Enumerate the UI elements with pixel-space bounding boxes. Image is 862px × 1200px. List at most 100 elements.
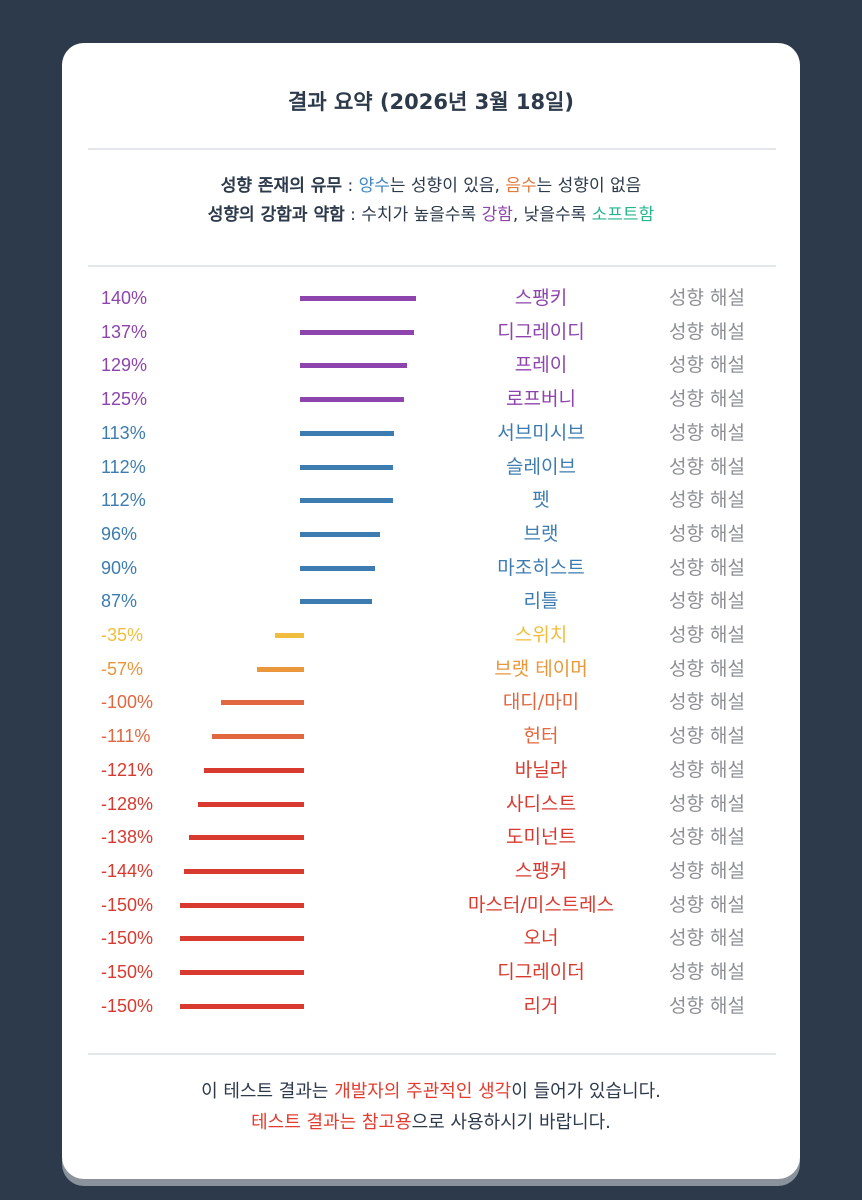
percent-label: 125% bbox=[101, 389, 148, 410]
legend-separator: : bbox=[344, 205, 362, 225]
chart-row: 87% 리틀 성향 해설 bbox=[0, 584, 862, 618]
detail-link[interactable]: 성향 해설 bbox=[669, 320, 745, 343]
legend-strength-text-1: 수치가 높을수록 bbox=[361, 205, 482, 225]
category-label: 마스터/미스트레스 bbox=[467, 893, 615, 916]
chart-bar bbox=[300, 599, 373, 605]
footer-text: 으로 사용하시기 바랍니다. bbox=[411, 1112, 611, 1133]
divider-top bbox=[88, 148, 776, 150]
chart-bar bbox=[300, 464, 393, 470]
percent-label: 129% bbox=[101, 355, 148, 376]
legend-soft-word: 소프트함 bbox=[591, 205, 655, 225]
percent-label: -150% bbox=[101, 962, 154, 982]
chart-bar bbox=[179, 936, 304, 942]
divider-middle bbox=[88, 265, 776, 267]
chart-bar bbox=[300, 430, 394, 436]
percent-label: -35% bbox=[101, 625, 144, 645]
detail-link[interactable]: 성향 해설 bbox=[669, 961, 745, 983]
chart-bar bbox=[300, 565, 375, 571]
category-label: 슬레이브 bbox=[506, 455, 576, 478]
chart-bar bbox=[300, 296, 417, 301]
chart-bar bbox=[184, 868, 304, 874]
chart-row: 96% 브랫 성향 해설 bbox=[0, 517, 862, 551]
chart-row: -100% 대디/마미 성향 해설 bbox=[0, 685, 862, 719]
percent-label: 137% bbox=[101, 321, 148, 342]
chart-row: 112% 펫 성향 해설 bbox=[0, 483, 862, 517]
category-label: 디그레이더 bbox=[497, 961, 585, 983]
detail-link[interactable]: 성향 해설 bbox=[669, 388, 745, 411]
category-label: 리틀 bbox=[523, 590, 559, 613]
chart-bar bbox=[189, 835, 304, 841]
footer-notice: 이 테스트 결과는 개발자의 주관적인 생각이 들어가 있습니다. 테스트 결과… bbox=[0, 1076, 862, 1138]
detail-link[interactable]: 성향 해설 bbox=[669, 489, 745, 512]
chart-bar bbox=[179, 970, 304, 975]
chart-row: -150% 리거 성향 해설 bbox=[0, 989, 862, 1023]
chart-row: -35% 스위치 성향 해설 bbox=[0, 618, 862, 652]
detail-link[interactable]: 성향 해설 bbox=[669, 657, 745, 680]
footer-text: 이 테스트 결과는 bbox=[201, 1081, 335, 1102]
chart-bar bbox=[300, 329, 414, 335]
category-label: 프레이 bbox=[514, 354, 568, 377]
detail-link[interactable]: 성향 해설 bbox=[669, 421, 745, 444]
footer-highlight: 개발자의 주관적인 생각 bbox=[334, 1081, 512, 1102]
detail-link[interactable]: 성향 해설 bbox=[669, 792, 745, 815]
detail-link[interactable]: 성향 해설 bbox=[669, 287, 745, 309]
percent-label: -150% bbox=[101, 995, 154, 1016]
chart-row: -121% 바닐라 성향 해설 bbox=[0, 753, 862, 787]
percent-label: -138% bbox=[101, 827, 154, 848]
legend-negative-text: 는 성향이 없음 bbox=[536, 176, 642, 196]
detail-link[interactable]: 성향 해설 bbox=[669, 859, 745, 882]
percent-label: 90% bbox=[101, 557, 138, 578]
category-label: 디그레이디 bbox=[497, 320, 585, 343]
percent-label: -100% bbox=[101, 692, 154, 713]
chart-bar bbox=[211, 734, 304, 740]
result-card bbox=[62, 43, 800, 1179]
chart-bar bbox=[300, 498, 393, 504]
detail-link[interactable]: 성향 해설 bbox=[669, 354, 745, 377]
category-label: 펫 bbox=[532, 489, 550, 512]
category-label: 바닐라 bbox=[514, 758, 568, 781]
legend-strong-word: 강함 bbox=[481, 205, 513, 225]
category-label: 헌터 bbox=[523, 725, 559, 748]
legend-existence-label: 성향 존재의 유무 bbox=[220, 176, 343, 196]
category-label: 도미넌트 bbox=[506, 826, 576, 849]
detail-link[interactable]: 성향 해설 bbox=[669, 522, 745, 545]
category-label: 사디스트 bbox=[506, 792, 576, 815]
category-label: 브랫 bbox=[523, 522, 559, 545]
detail-link[interactable]: 성향 해설 bbox=[669, 826, 745, 849]
percent-label: 87% bbox=[101, 591, 138, 612]
chart-bar bbox=[197, 801, 304, 807]
category-label: 브랫 테이머 bbox=[494, 657, 588, 680]
chart-bar bbox=[256, 666, 304, 672]
chart-bar bbox=[300, 397, 404, 403]
chart-row: 112% 슬레이브 성향 해설 bbox=[0, 450, 862, 484]
percent-label: -150% bbox=[101, 928, 154, 949]
detail-link[interactable]: 성향 해설 bbox=[669, 624, 745, 646]
detail-link[interactable]: 성향 해설 bbox=[669, 758, 745, 781]
percent-label: 113% bbox=[101, 422, 146, 443]
legend-positive-word: 양수 bbox=[358, 176, 390, 196]
legend-separator: : bbox=[342, 176, 359, 196]
chart-bar bbox=[274, 633, 304, 638]
percent-label: 96% bbox=[101, 523, 138, 544]
detail-link[interactable]: 성향 해설 bbox=[669, 691, 745, 714]
detail-link[interactable]: 성향 해설 bbox=[669, 455, 745, 478]
legend-strength-text-2: , 낮을수록 bbox=[512, 205, 592, 225]
legend-negative-word: 음수 bbox=[505, 176, 537, 196]
chart-row: -57% 브랫 테이머 성향 해설 bbox=[0, 652, 862, 686]
page-title: 결과 요약 (2026년 3월 18일) bbox=[288, 90, 574, 114]
category-label: 마조히스트 bbox=[497, 556, 585, 579]
percent-label: -150% bbox=[101, 894, 154, 915]
category-label: 스팽커 bbox=[514, 859, 568, 882]
chart-row: -111% 헌터 성향 해설 bbox=[0, 719, 862, 753]
chart-row: 90% 마조히스트 성향 해설 bbox=[0, 551, 862, 585]
chart-bar bbox=[300, 531, 380, 537]
detail-link[interactable]: 성향 해설 bbox=[669, 893, 745, 916]
footer-line-2: 테스트 결과는 참고용으로 사용하시기 바랍니다. bbox=[0, 1107, 862, 1138]
detail-link[interactable]: 성향 해설 bbox=[669, 725, 745, 748]
detail-link[interactable]: 성향 해설 bbox=[669, 556, 745, 579]
category-label: 스위치 bbox=[514, 624, 568, 646]
percent-label: 140% bbox=[101, 288, 148, 308]
detail-link[interactable]: 성향 해설 bbox=[669, 927, 745, 950]
detail-link[interactable]: 성향 해설 bbox=[669, 994, 745, 1017]
detail-link[interactable]: 성향 해설 bbox=[669, 590, 745, 613]
